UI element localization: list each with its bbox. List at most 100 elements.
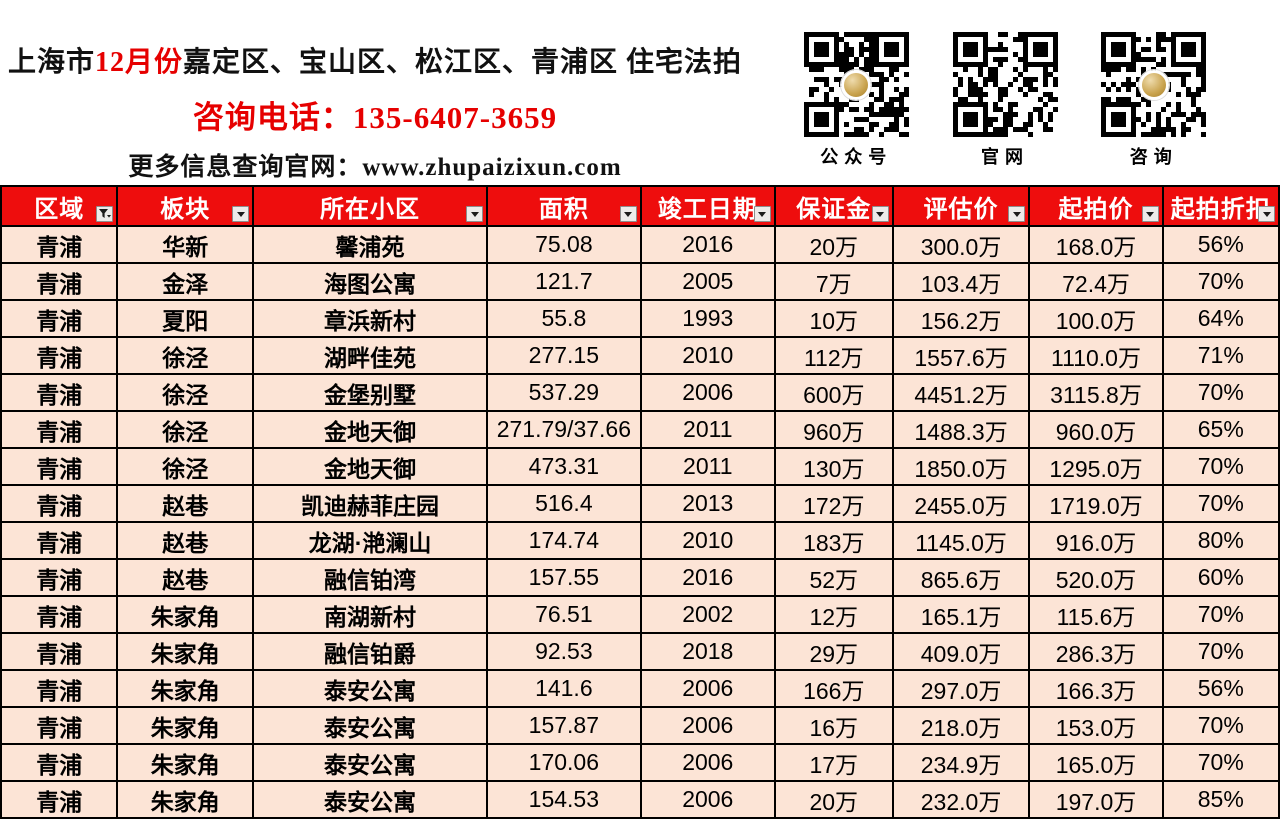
- table-row: 青浦 华新 馨浦苑 75.08 2016 20万 300.0万 168.0万 56%: [0, 225, 1280, 264]
- cell-completion-year: 2010: [639, 336, 776, 375]
- cell-block: 朱家角: [116, 743, 254, 782]
- cell-deposit: 600万: [773, 373, 894, 412]
- cell-block: 朱家角: [116, 632, 254, 671]
- cell-discount: 71%: [1161, 336, 1280, 375]
- filter-dropdown-icon[interactable]: [1008, 206, 1026, 222]
- table-header-row: 区域 板块 所在小区 面积 竣工日期 保证金 评估价 起拍价 起拍折扣: [0, 185, 1280, 227]
- cell-appraisal-price: 2455.0万: [891, 484, 1031, 523]
- cell-block: 徐泾: [116, 336, 254, 375]
- cell-region: 青浦: [0, 410, 119, 449]
- cell-appraisal-price: 218.0万: [891, 706, 1031, 745]
- filter-funnel-icon[interactable]: [96, 206, 114, 222]
- cell-region: 青浦: [0, 632, 119, 671]
- table-row: 青浦 朱家角 泰安公寓 154.53 2006 20万 232.0万 197.0万 85%: [0, 780, 1280, 819]
- cell-area: 75.08: [486, 225, 642, 264]
- cell-block: 赵巷: [116, 558, 254, 597]
- website-line: 更多信息查询官网：www.zhupaizixun.com: [0, 147, 750, 183]
- website-url: www.zhupaizixun.com: [362, 154, 622, 181]
- column-header-area: 面积: [486, 185, 642, 227]
- cell-region: 青浦: [0, 595, 119, 634]
- filter-dropdown-icon[interactable]: [466, 206, 484, 222]
- column-header-label: 评估价: [923, 195, 999, 223]
- cell-block: 金泽: [116, 262, 254, 301]
- cell-starting-price: 3115.8万: [1028, 373, 1164, 412]
- cell-completion-year: 2013: [639, 484, 776, 523]
- cell-community: 龙湖·滟澜山: [251, 521, 489, 560]
- cell-deposit: 183万: [773, 521, 894, 560]
- page-title: 上海市12月份嘉定区、宝山区、松江区、青浦区 住宅法拍: [0, 40, 750, 80]
- column-header-appraisal-price: 评估价: [891, 185, 1031, 227]
- cell-deposit: 960万: [773, 410, 894, 449]
- cell-starting-price: 520.0万: [1028, 558, 1164, 597]
- filter-dropdown-icon[interactable]: [871, 206, 889, 222]
- qr-code-label: 咨询: [1129, 147, 1178, 167]
- cell-community: 金堡别墅: [251, 373, 489, 412]
- column-header-label: 板块: [160, 195, 211, 223]
- cell-community: 金地天御: [251, 447, 489, 486]
- cell-starting-price: 165.0万: [1028, 743, 1164, 782]
- cell-community: 泰安公寓: [251, 706, 489, 745]
- cell-block: 朱家角: [116, 669, 254, 708]
- qr-code-label: 官网: [981, 147, 1029, 167]
- cell-discount: 70%: [1161, 595, 1280, 634]
- cell-completion-year: 2002: [639, 595, 776, 634]
- cell-appraisal-price: 232.0万: [891, 780, 1031, 819]
- cell-community: 融信铂湾: [251, 558, 489, 597]
- cell-discount: 56%: [1161, 225, 1280, 264]
- cell-area: 154.53: [486, 780, 642, 819]
- cell-appraisal-price: 409.0万: [891, 632, 1031, 671]
- table-row: 青浦 朱家角 泰安公寓 170.06 2006 17万 234.9万 165.0万 70%: [0, 743, 1280, 782]
- page-header: 上海市12月份嘉定区、宝山区、松江区、青浦区 住宅法拍 咨询电话：135-640…: [0, 0, 1280, 185]
- cell-community: 泰安公寓: [251, 743, 489, 782]
- cell-starting-price: 115.6万: [1028, 595, 1164, 634]
- cell-starting-price: 286.3万: [1028, 632, 1164, 671]
- cell-discount: 70%: [1161, 262, 1280, 301]
- cell-completion-year: 2016: [639, 225, 776, 264]
- cell-region: 青浦: [0, 373, 119, 412]
- cell-discount: 85%: [1161, 780, 1280, 819]
- cell-starting-price: 100.0万: [1028, 299, 1164, 338]
- cell-region: 青浦: [0, 706, 119, 745]
- cell-starting-price: 153.0万: [1028, 706, 1164, 745]
- filter-dropdown-icon[interactable]: [1258, 206, 1275, 222]
- table-row: 青浦 夏阳 章浜新村 55.8 1993 10万 156.2万 100.0万 64%: [0, 299, 1280, 338]
- cell-appraisal-price: 865.6万: [891, 558, 1031, 597]
- column-header-label: 区域: [34, 195, 85, 223]
- filter-dropdown-icon[interactable]: [753, 206, 771, 222]
- cell-community: 馨浦苑: [251, 225, 489, 264]
- table-row: 青浦 徐泾 金地天御 271.79/37.66 2011 960万 1488.3万 960.0…: [0, 410, 1280, 449]
- cell-block: 朱家角: [116, 595, 254, 634]
- cell-deposit: 16万: [773, 706, 894, 745]
- cell-appraisal-price: 297.0万: [891, 669, 1031, 708]
- cell-deposit: 10万: [773, 299, 894, 338]
- cell-region: 青浦: [0, 262, 119, 301]
- cell-completion-year: 2016: [639, 558, 776, 597]
- cell-starting-price: 916.0万: [1028, 521, 1164, 560]
- cell-appraisal-price: 234.9万: [891, 743, 1031, 782]
- cell-completion-year: 2010: [639, 521, 776, 560]
- cell-region: 青浦: [0, 484, 119, 523]
- cell-appraisal-price: 1557.6万: [891, 336, 1031, 375]
- cell-community: 凯迪赫菲庄园: [251, 484, 489, 523]
- cell-community: 章浜新村: [251, 299, 489, 338]
- cell-block: 夏阳: [116, 299, 254, 338]
- cell-deposit: 20万: [773, 225, 894, 264]
- filter-dropdown-icon[interactable]: [1141, 206, 1159, 222]
- cell-completion-year: 2006: [639, 780, 776, 819]
- column-header-starting-price: 起拍价: [1028, 185, 1164, 227]
- filter-dropdown-icon[interactable]: [232, 206, 249, 222]
- qr-item: 公众号: [803, 32, 909, 169]
- table-row: 青浦 朱家角 融信铂爵 92.53 2018 29万 409.0万 286.3万 70%: [0, 632, 1280, 671]
- cell-region: 青浦: [0, 336, 119, 375]
- filter-dropdown-icon[interactable]: [619, 206, 637, 222]
- cell-appraisal-price: 103.4万: [891, 262, 1031, 301]
- qr-code-icon: [803, 32, 909, 137]
- cell-appraisal-price: 156.2万: [891, 299, 1031, 338]
- cell-region: 青浦: [0, 299, 119, 338]
- qr-code-label: 公众号: [820, 147, 893, 167]
- table-row: 青浦 金泽 海图公寓 121.7 2005 7万 103.4万 72.4万 70%: [0, 262, 1280, 301]
- cell-region: 青浦: [0, 447, 119, 486]
- cell-region: 青浦: [0, 743, 119, 782]
- qr-code-group: 公众号 官网 咨询: [750, 0, 1280, 185]
- column-header-label: 所在小区: [320, 195, 421, 223]
